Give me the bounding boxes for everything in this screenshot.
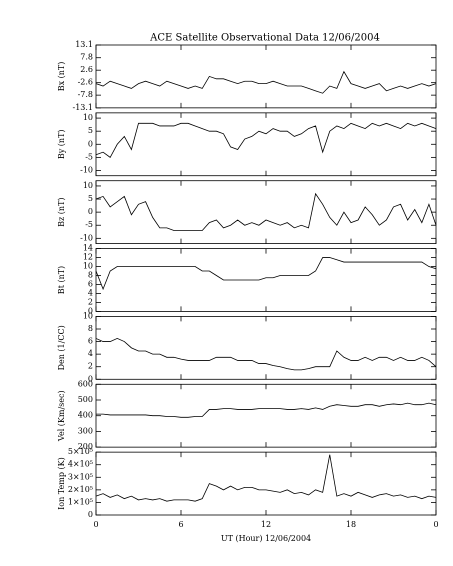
- x-tick-label: 0: [433, 520, 438, 529]
- x-tick-label: 6: [178, 520, 183, 529]
- y-tick-label: -13.1: [72, 103, 93, 112]
- y-tick-label: -10: [80, 233, 93, 242]
- y-tick-label: 10: [83, 113, 93, 122]
- y-tick-label: -5: [85, 152, 93, 161]
- y-tick-label: 0: [88, 207, 93, 216]
- data-line: [95, 454, 437, 502]
- y-tick-label: 0: [88, 306, 93, 315]
- y-tick-label: 400: [78, 411, 93, 420]
- y-tick-label: 0: [88, 510, 93, 519]
- y-tick-label: 13.1: [75, 40, 93, 49]
- y-tick-label: 4×10⁵: [68, 460, 93, 469]
- y-tick-label: 5×10⁵: [68, 447, 93, 456]
- data-line: [95, 192, 437, 231]
- y-axis-label: Bz (nT): [57, 197, 66, 226]
- y-tick-label: 600: [78, 379, 93, 388]
- y-axis-label: Den (1/CC): [57, 325, 66, 370]
- y-tick-label: 2.6: [80, 65, 93, 74]
- y-tick-label: -10: [80, 165, 93, 174]
- y-tick-label: 7.8: [80, 53, 93, 62]
- y-tick-label: 1×10⁵: [68, 497, 93, 506]
- y-tick-label: 4: [88, 349, 93, 358]
- y-tick-label: 2: [88, 362, 93, 371]
- data-line: [95, 122, 437, 158]
- y-tick-label: 4: [88, 288, 93, 297]
- y-tick-label: 6: [88, 279, 93, 288]
- y-tick-label: 3×10⁵: [68, 472, 93, 481]
- y-tick-label: 0: [88, 139, 93, 148]
- y-tick-label: 10: [83, 311, 93, 320]
- y-tick-label: 5: [88, 126, 93, 135]
- y-tick-label: 5: [88, 194, 93, 203]
- y-axis-label: Vel (Km/sec): [57, 390, 66, 442]
- data-line: [96, 402, 437, 418]
- x-tick-label: 0: [93, 520, 98, 529]
- chart-title: ACE Satellite Observational Data 12/06/2…: [149, 33, 380, 44]
- y-tick-label: 14: [83, 244, 93, 253]
- y-tick-label: 300: [78, 426, 93, 435]
- y-tick-label: 2×10⁵: [68, 485, 93, 494]
- y-tick-label: 6: [88, 337, 93, 346]
- data-line: [95, 257, 437, 291]
- y-tick-label: 8: [88, 324, 93, 333]
- y-axis-label: Bt (nT): [57, 266, 66, 294]
- data-line: [95, 337, 437, 371]
- y-tick-label: 10: [83, 181, 93, 190]
- y-tick-label: 10: [83, 262, 93, 271]
- x-axis-label: UT (Hour) 12/06/2004: [221, 534, 311, 543]
- y-tick-label: 500: [78, 395, 93, 404]
- x-tick-label: 18: [346, 520, 356, 529]
- y-tick-label: -2.6: [78, 78, 93, 87]
- x-tick-label: 12: [261, 520, 271, 529]
- y-axis-label: Ion Temp (K): [57, 457, 66, 510]
- y-tick-label: 0: [88, 374, 93, 383]
- y-tick-label: 2: [88, 297, 93, 306]
- y-tick-label: -7.8: [78, 90, 93, 99]
- y-tick-label: 200: [78, 442, 93, 451]
- y-axis-label: Bx (nT): [57, 62, 66, 92]
- y-tick-label: 12: [83, 253, 93, 262]
- y-tick-label: 8: [88, 271, 93, 280]
- y-axis-label: By (nT): [57, 129, 66, 159]
- y-tick-label: -5: [85, 220, 93, 229]
- data-line: [95, 70, 437, 94]
